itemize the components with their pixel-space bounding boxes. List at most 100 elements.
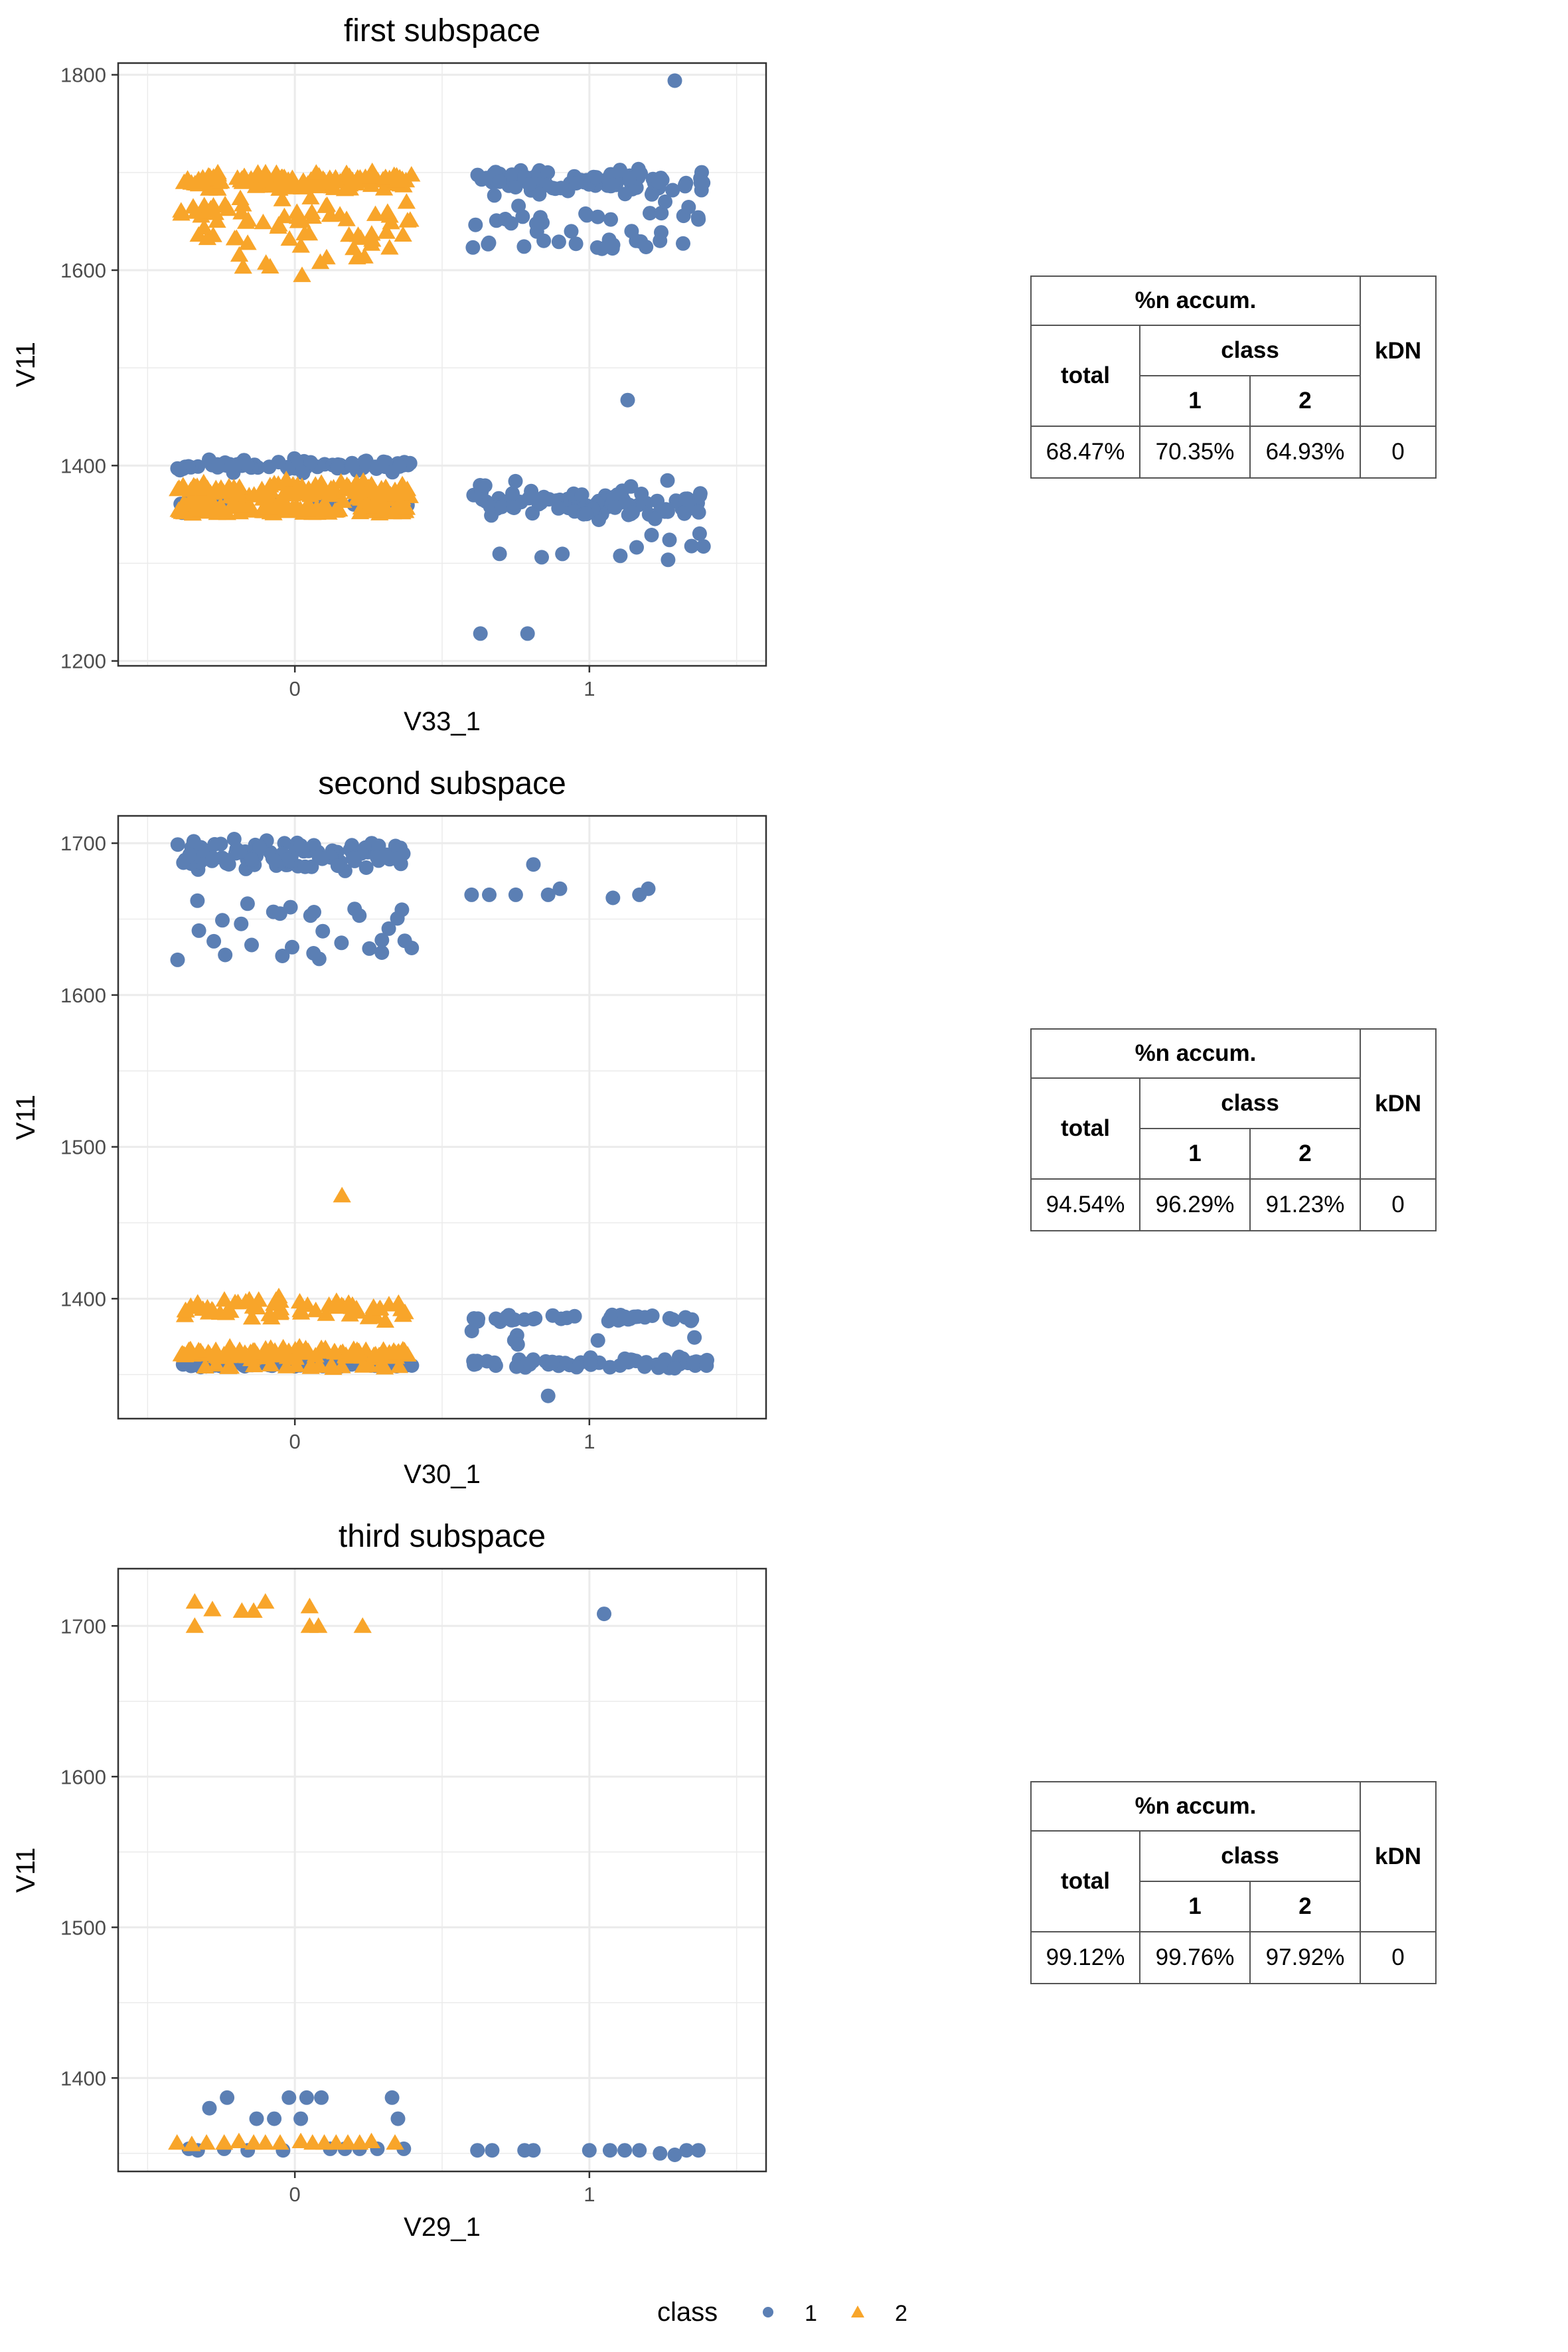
data-point-class-1	[621, 1355, 636, 1370]
y-axis-label: V11	[11, 1847, 40, 1893]
data-point-class-2	[189, 1298, 207, 1314]
data-point-class-1	[485, 2143, 500, 2158]
data-point-class-2	[351, 503, 370, 520]
data-point-class-2	[221, 1302, 240, 1318]
table-header-class: class	[1139, 1830, 1361, 1882]
data-point-class-2	[362, 2132, 381, 2148]
data-point-class-1	[534, 550, 549, 565]
data-point-class-1	[613, 548, 628, 564]
data-point-class-1	[295, 465, 311, 481]
data-point-class-1	[210, 459, 225, 475]
x-tick-label: 0	[289, 1430, 301, 1453]
data-point-class-1	[644, 528, 659, 542]
plot-border	[117, 1567, 767, 2173]
table-header-class-2: 2	[1249, 1881, 1361, 1932]
data-point-class-1	[625, 505, 640, 520]
data-point-class-1	[345, 458, 360, 473]
data-point-class-1	[397, 933, 412, 949]
data-point-class-2	[230, 2132, 248, 2148]
data-point-class-1	[229, 457, 244, 472]
data-point-class-1	[218, 947, 233, 963]
data-point-class-1	[676, 236, 690, 251]
data-point-class-2	[232, 1602, 251, 1618]
data-point-class-1	[362, 941, 377, 956]
data-point-class-1	[492, 546, 507, 562]
data-point-class-1	[390, 911, 405, 926]
data-point-class-1	[465, 240, 481, 255]
data-point-class-1	[492, 174, 507, 189]
data-point-class-1	[516, 239, 532, 254]
data-point-class-2	[242, 1308, 262, 1325]
table-cell-kdn: 0	[1360, 1931, 1437, 1984]
data-point-class-2	[327, 171, 346, 187]
data-point-class-1	[173, 463, 187, 478]
data-point-class-1	[686, 1355, 701, 1370]
data-point-class-1	[297, 859, 313, 874]
table-cell-kdn: 0	[1360, 426, 1437, 479]
data-point-class-1	[505, 167, 520, 183]
data-point-class-1	[508, 473, 523, 489]
data-point-class-1	[536, 233, 552, 248]
data-point-class-2	[246, 177, 266, 193]
y-tick-label: 1500	[60, 1136, 106, 1159]
data-point-class-1	[536, 489, 552, 505]
data-point-class-1	[584, 1357, 599, 1372]
data-point-class-2	[380, 239, 399, 255]
data-point-class-2	[353, 1617, 372, 1633]
data-point-class-1	[662, 532, 677, 548]
table-cell-class-2: 97.92%	[1249, 1931, 1361, 1984]
data-point-class-1	[590, 209, 605, 224]
data-point-class-2	[172, 202, 191, 218]
data-point-class-1	[603, 212, 618, 227]
data-point-class-2	[236, 213, 256, 229]
third-subspace-plot: 1400 1500 1600 1700 0 1 third subspace V29_1 V11	[11, 1519, 767, 2242]
data-point-class-1	[589, 170, 603, 185]
data-point-class-2	[299, 224, 319, 241]
data-point-class-2	[303, 203, 321, 219]
data-point-class-1	[521, 491, 536, 506]
data-point-class-2	[234, 258, 252, 274]
data-point-class-2	[362, 225, 381, 241]
data-point-class-1	[665, 1312, 680, 1327]
data-point-class-2	[291, 237, 310, 253]
data-point-class-1	[244, 852, 260, 868]
data-point-class-2	[204, 168, 223, 184]
data-point-class-1	[580, 208, 594, 223]
data-point-class-1	[597, 1607, 611, 1622]
data-point-class-1	[509, 1359, 524, 1374]
data-point-class-1	[579, 507, 594, 522]
data-point-class-1	[381, 921, 396, 936]
data-point-class-1	[299, 2090, 314, 2105]
data-point-class-1	[554, 1311, 569, 1326]
data-point-class-1	[357, 454, 372, 469]
data-point-class-2	[376, 169, 395, 185]
data-point-class-1	[234, 916, 249, 931]
data-point-class-1	[528, 1311, 543, 1326]
data-point-class-1	[487, 188, 502, 203]
data-point-class-2	[333, 1186, 351, 1203]
x-tick-label: 0	[289, 677, 301, 700]
data-point-class-1	[653, 2146, 668, 2161]
data-point-class-1	[220, 2090, 235, 2105]
data-point-class-2	[377, 223, 396, 239]
data-point-class-1	[555, 546, 570, 562]
data-point-class-1	[526, 1354, 540, 1369]
data-point-class-1	[283, 900, 298, 915]
data-point-class-2	[307, 1301, 325, 1318]
data-point-class-1	[226, 832, 242, 846]
y-tick-label: 1200	[60, 650, 106, 673]
data-point-class-1	[464, 1324, 479, 1338]
data-point-class-2	[303, 2134, 322, 2150]
data-point-class-1	[667, 73, 682, 88]
data-point-class-2	[301, 487, 320, 503]
data-point-class-2	[256, 1593, 275, 1609]
data-point-class-2	[189, 501, 208, 516]
data-point-class-2	[363, 162, 382, 179]
data-point-class-1	[558, 1356, 573, 1371]
data-point-class-1	[330, 461, 345, 476]
data-point-class-1	[569, 176, 584, 191]
data-point-class-1	[696, 175, 711, 191]
table-cell-total: 94.54%	[1030, 1178, 1140, 1231]
legend-label-class-1: 1	[805, 2301, 817, 2326]
data-point-class-1	[281, 2090, 297, 2105]
